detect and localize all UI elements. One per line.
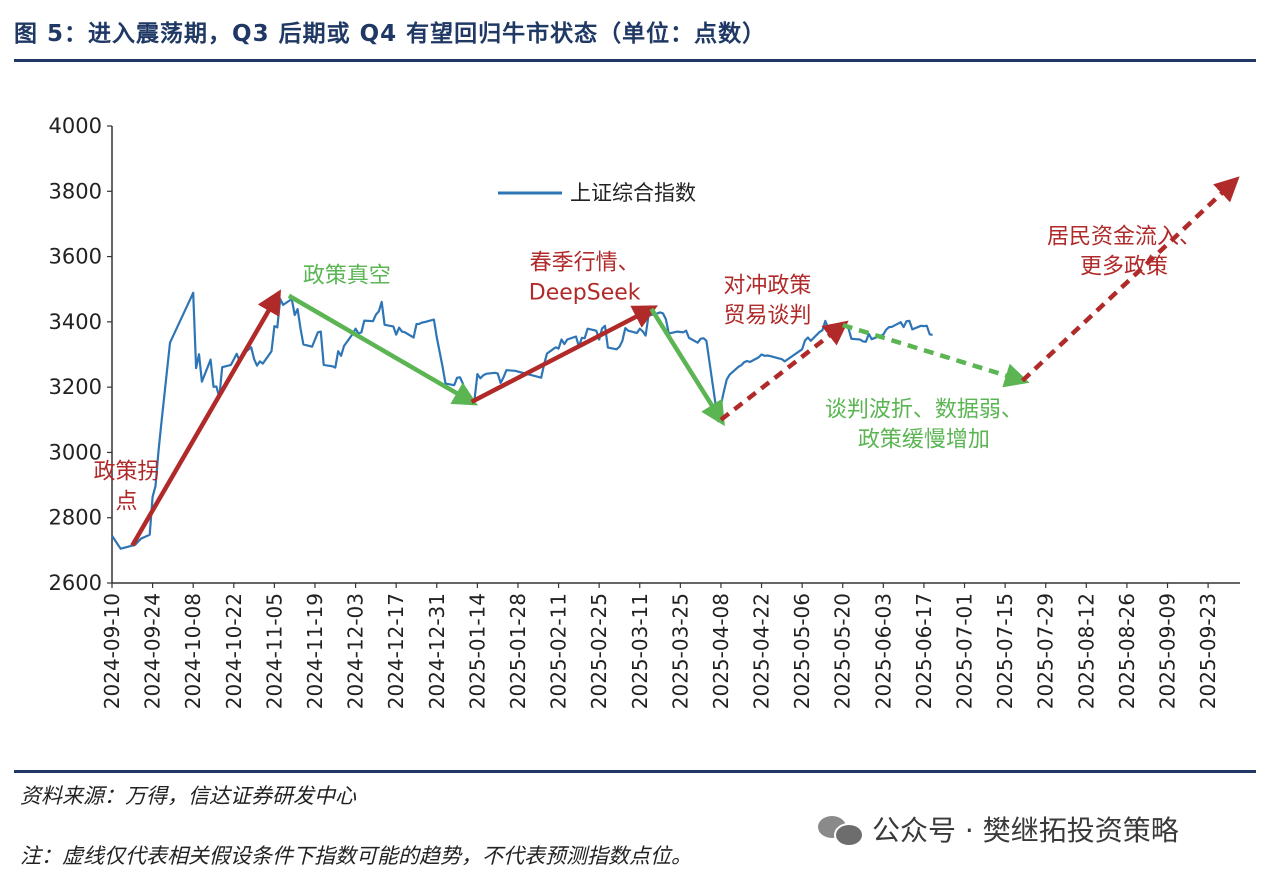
x-tick-label: 2025-07-29: [1034, 593, 1058, 709]
trend-arrow-4: [719, 320, 849, 422]
y-tick-label: 3400: [49, 310, 102, 334]
y-tick-label: 4000: [49, 114, 102, 138]
trend-arrows: [130, 176, 1240, 547]
x-tick-label: 2025-09-23: [1196, 593, 1220, 709]
series-layer: [111, 291, 933, 550]
watermark-text: 公众号 · 樊继拓投资策略: [872, 814, 1179, 847]
x-tick-label: 2025-04-22: [750, 593, 774, 709]
trend-arrow-5: [842, 322, 1030, 388]
source-text: 资料来源：万得，信达证券研发中心: [20, 784, 356, 808]
x-tick-label: 2025-06-17: [912, 593, 936, 709]
x-tick-label: 2025-07-15: [993, 593, 1017, 709]
figure-title: 图 5：进入震荡期，Q3 后期或 Q4 有望回归牛市状态（单位：点数）: [14, 21, 767, 47]
ann-hedge-line-1: 贸易谈判: [723, 303, 811, 328]
x-tick-label: 2024-12-03: [344, 593, 368, 709]
x-tick-label: 2024-10-08: [181, 593, 205, 709]
y-tick-label: 2600: [49, 571, 102, 595]
x-tick-label: 2025-05-20: [831, 593, 855, 709]
axes: [111, 126, 1240, 584]
x-tick-label: 2024-12-17: [384, 593, 408, 709]
ann-inflow-line-1: 更多政策: [1080, 255, 1168, 280]
ann-policy-turn-line-0: 政策拐: [93, 460, 159, 485]
x-axis-ticks: 2024-09-10 2024-09-24 2024-10-08 2024-10-22…: [100, 583, 1220, 709]
x-tick-label: 2025-03-11: [628, 593, 652, 709]
ann-spring-line-0: 春季行情、: [530, 251, 640, 276]
x-tick-label: 2025-07-01: [953, 593, 977, 709]
ann-negotiation-line-0: 谈判波折、数据弱、: [825, 398, 1023, 423]
ann-negotiation-line-1: 政策缓慢增加: [858, 428, 990, 453]
trend-arrow-3: [649, 307, 725, 427]
ann-policy-turn-line-1: 点: [115, 490, 137, 515]
ann-inflow-line-0: 居民资金流入、: [1047, 225, 1201, 250]
title-rule: [14, 59, 1256, 62]
x-tick-label: 2024-09-24: [141, 593, 165, 709]
ann-hedge-line-0: 对冲政策: [723, 273, 811, 298]
x-tick-label: 2024-10-22: [222, 593, 246, 709]
x-tick-label: 2025-01-28: [506, 593, 530, 709]
x-tick-label: 2024-11-19: [303, 593, 327, 709]
trend-arrow-2: [470, 305, 658, 404]
y-tick-label: 2800: [49, 506, 102, 530]
trend-arrow-6: [1020, 176, 1240, 383]
ann-spring-line-1: DeepSeek: [529, 281, 641, 306]
x-tick-label: 2025-08-12: [1074, 593, 1098, 709]
y-tick-label: 3200: [49, 375, 102, 399]
y-tick-label: 3800: [49, 179, 102, 203]
legend-label: 上证综合指数: [570, 181, 696, 205]
note-text: 注：虚线仅代表相关假设条件下指数可能的趋势，不代表预测指数点位。: [20, 844, 692, 868]
ann-policy-vacuum-line-0: 政策真空: [303, 264, 391, 289]
legend: 上证综合指数: [498, 181, 696, 205]
footer-rule: [14, 770, 1256, 773]
x-tick-label: 2025-04-08: [709, 593, 733, 709]
line-chart: 2600 2800 3000 3200 3400 3600 3800 4000 2024-09…: [49, 114, 1240, 709]
x-tick-label: 2024-12-31: [425, 593, 449, 709]
watermark: 公众号 · 樊继拓投资策略: [812, 809, 1185, 849]
x-tick-label: 2025-01-14: [465, 593, 489, 709]
x-tick-label: 2025-05-06: [790, 593, 814, 709]
y-tick-label: 3600: [49, 245, 102, 269]
trend-arrow-0: [130, 289, 282, 547]
x-tick-label: 2025-06-03: [871, 593, 895, 709]
trend-arrow-1: [287, 293, 478, 406]
x-tick-label: 2025-08-26: [1115, 593, 1139, 709]
x-tick-label: 2025-09-09: [1156, 593, 1180, 709]
wechat-icon: [818, 812, 864, 847]
x-tick-label: 2024-09-10: [100, 593, 124, 709]
x-tick-label: 2025-02-11: [547, 593, 571, 709]
x-tick-label: 2025-03-25: [668, 593, 692, 709]
x-tick-label: 2024-11-05: [262, 593, 286, 709]
y-tick-label: 3000: [49, 440, 102, 464]
x-tick-label: 2025-02-25: [587, 593, 611, 709]
series-line-0: [111, 291, 933, 550]
y-axis-ticks: 2600 2800 3000 3200 3400 3600 3800 4000: [49, 114, 112, 595]
